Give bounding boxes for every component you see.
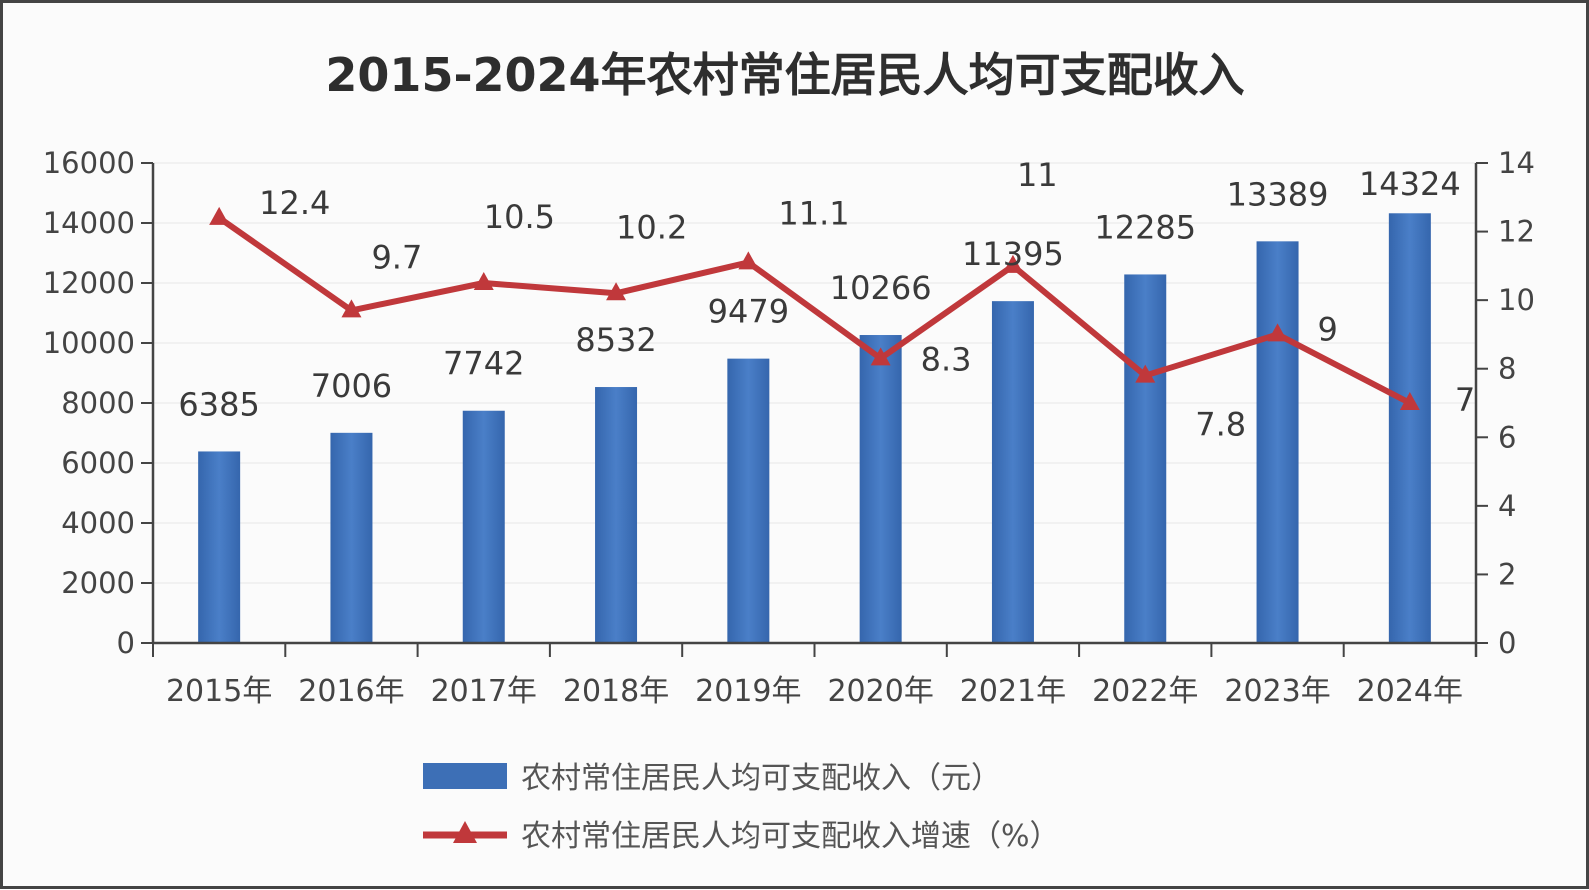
legend: 农村常住居民人均可支配收入（元） 农村常住居民人均可支配收入增速（%） <box>423 761 1060 854</box>
y-left-tick-label: 6000 <box>61 446 135 480</box>
y-right-tick-label: 14 <box>1498 146 1535 180</box>
axes: 0 2000 4000 6000 8000 10000 12000 14000 16000 0 2 4… <box>43 146 1535 709</box>
y-left-tick-label: 0 <box>117 626 135 660</box>
bar <box>991 301 1034 643</box>
line-value-label: 8.3 <box>921 340 972 378</box>
x-tick-label: 2022年 <box>1092 674 1198 709</box>
x-tick-label: 2019年 <box>695 674 801 709</box>
growth-marker <box>341 299 362 318</box>
line-value-label: 9 <box>1318 310 1338 348</box>
bar <box>462 410 505 643</box>
line-value-label: 11.1 <box>778 194 849 232</box>
y-left-tick-label: 14000 <box>43 206 135 240</box>
chart-svg: 2015-2024年农村常住居民人均可支配收入 0200040006000800… <box>43 48 1535 854</box>
bar-value-label: 11395 <box>962 235 1064 273</box>
data-labels: 6385 7006 7742 8532 9479 10266 11395 12285 13389… <box>178 156 1475 444</box>
line-series <box>209 206 1420 410</box>
growth-marker <box>870 347 891 366</box>
legend-line-label: 农村常住居民人均可支配收入增速（%） <box>521 819 1060 854</box>
y-right-tick-label: 2 <box>1498 557 1516 591</box>
line-value-label: 9.7 <box>371 238 422 276</box>
line-value-label: 12.4 <box>259 184 330 222</box>
x-tick-label: 2018年 <box>563 674 669 709</box>
bar <box>727 358 770 643</box>
y-left-tick-label: 16000 <box>43 146 135 180</box>
gridlines <box>153 162 1476 584</box>
growth-line <box>217 215 1412 406</box>
growth-marker <box>606 282 627 301</box>
growth-marker <box>1135 364 1156 383</box>
bar-value-label: 13389 <box>1227 175 1329 213</box>
bar-value-label: 6385 <box>178 385 259 423</box>
y-left-tick-label: 8000 <box>61 386 135 420</box>
y-right-tick-label: 0 <box>1498 626 1516 660</box>
y-right-tick-label: 10 <box>1498 283 1535 317</box>
bar-value-label: 9479 <box>708 293 789 331</box>
x-tick-label: 2024年 <box>1357 674 1463 709</box>
x-tick-label: 2023年 <box>1224 674 1330 709</box>
bar <box>1256 241 1299 643</box>
y-right-tick-label: 12 <box>1498 215 1535 249</box>
bar-value-label: 7006 <box>311 367 392 405</box>
bar <box>595 387 638 643</box>
legend-line-marker <box>453 821 477 843</box>
bar-value-label: 8532 <box>575 321 656 359</box>
growth-marker <box>473 272 494 290</box>
y-left-tick-label: 12000 <box>43 266 135 300</box>
x-tick-label: 2021年 <box>960 674 1066 709</box>
y-left-tick-label: 10000 <box>43 326 135 360</box>
y-right-tick-label: 8 <box>1498 352 1516 386</box>
bar <box>1124 274 1167 643</box>
bar-series <box>198 213 1431 643</box>
line-value-label: 7.8 <box>1195 406 1246 444</box>
growth-marker <box>1399 392 1420 410</box>
bar-value-label: 12285 <box>1094 208 1196 246</box>
x-tick-label: 2017年 <box>431 674 537 709</box>
line-value-label: 10.5 <box>484 198 555 236</box>
y-right-tick-label: 6 <box>1498 420 1516 454</box>
legend-bar-label: 农村常住居民人均可支配收入（元） <box>521 761 1001 796</box>
y-left-tick-label: 2000 <box>61 566 135 600</box>
growth-marker <box>1267 323 1288 342</box>
line-value-label: 10.2 <box>616 208 687 246</box>
y-right-tick-label: 4 <box>1498 489 1516 523</box>
legend-bar-swatch <box>423 763 507 789</box>
bar <box>198 451 241 643</box>
x-tick-label: 2016年 <box>298 674 404 709</box>
line-value-label: 7 <box>1455 381 1475 419</box>
bar <box>1388 213 1431 643</box>
bar <box>330 432 373 643</box>
x-tick-label: 2020年 <box>827 674 933 709</box>
growth-marker <box>738 251 759 270</box>
bar-value-label: 7742 <box>443 345 524 383</box>
chart-title: 2015-2024年农村常住居民人均可支配收入 <box>325 48 1244 102</box>
y-left-tick-label: 4000 <box>61 506 135 540</box>
x-tick-label: 2015年 <box>166 674 272 709</box>
bar <box>859 335 902 643</box>
bar-value-label: 10266 <box>830 269 932 307</box>
line-value-label: 11 <box>1017 156 1058 194</box>
bar-value-label: 14324 <box>1359 165 1461 203</box>
growth-marker <box>1002 254 1023 273</box>
growth-marker <box>209 206 230 225</box>
